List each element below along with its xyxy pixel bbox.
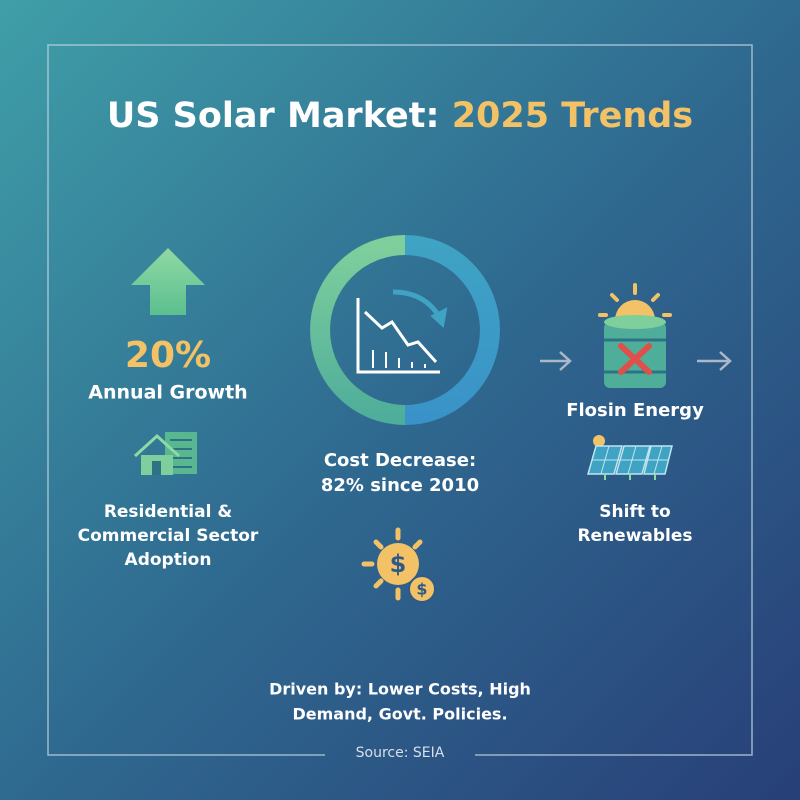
cost-line: 82% since 2010 (321, 475, 479, 496)
arrow-icon (697, 351, 732, 371)
sector-line: Residential & (104, 502, 233, 522)
sector-line: Commercial Sector (78, 526, 259, 546)
sector-line: Adoption (125, 550, 212, 570)
svg-text:$: $ (416, 580, 427, 599)
growth-arrow-icon (131, 248, 205, 315)
savings-icon: $ $ (361, 527, 436, 603)
source: Source: SEIA (356, 745, 445, 761)
shift-line: Shift to (599, 502, 670, 522)
growth-stat: 20% (125, 335, 211, 376)
growth-label: Annual Growth (88, 382, 247, 404)
footer-line: Demand, Govt. Policies. (292, 705, 507, 724)
ring-right (404, 235, 500, 425)
frame (47, 44, 753, 756)
barrel-icon (598, 283, 672, 388)
solar-panel-icon (587, 435, 673, 480)
svg-text:$: $ (390, 550, 407, 578)
title-main: US Solar Market: (107, 96, 440, 136)
footer-line: Driven by: Lower Costs, High (269, 680, 531, 699)
cost-chart-icon (356, 289, 448, 374)
arrow-icon (540, 351, 572, 371)
title-highlight: 2025 Trends (452, 96, 693, 136)
ring-left (310, 235, 406, 425)
energy-label: Flosin Energy (566, 400, 704, 421)
title: US Solar Market: 2025 Trends (107, 96, 693, 136)
shift-line: Renewables (577, 526, 692, 546)
cost-line: Cost Decrease: (324, 450, 476, 471)
house-icon (133, 432, 197, 475)
